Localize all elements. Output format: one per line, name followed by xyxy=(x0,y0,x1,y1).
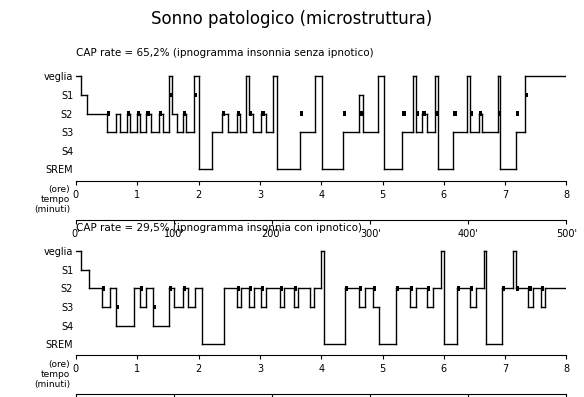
Text: (minuti): (minuti) xyxy=(34,380,70,389)
Text: (minuti): (minuti) xyxy=(34,205,70,214)
Text: Sonno patologico (microstruttura): Sonno patologico (microstruttura) xyxy=(151,10,433,28)
Bar xyxy=(410,286,413,291)
Bar xyxy=(359,111,363,116)
Bar xyxy=(373,286,377,291)
Bar xyxy=(194,93,197,97)
Bar xyxy=(106,111,110,116)
Bar xyxy=(359,286,362,291)
Bar xyxy=(152,304,155,309)
Bar xyxy=(300,111,304,116)
Bar xyxy=(249,286,252,291)
Bar xyxy=(116,304,119,309)
Bar xyxy=(345,286,347,291)
Bar xyxy=(237,286,239,291)
Text: CAP rate = 29,5% (ipnogramma insonnia con ipnotico): CAP rate = 29,5% (ipnogramma insonnia co… xyxy=(76,223,362,233)
Bar xyxy=(294,286,297,291)
Bar xyxy=(502,286,505,291)
Bar xyxy=(280,286,283,291)
Bar xyxy=(422,111,426,116)
Bar xyxy=(434,111,438,116)
Bar xyxy=(261,286,264,291)
Bar xyxy=(169,286,172,291)
Bar xyxy=(222,111,225,116)
Bar xyxy=(516,286,519,291)
Bar xyxy=(396,286,399,291)
Bar xyxy=(498,111,501,116)
Text: tempo: tempo xyxy=(41,195,70,204)
Bar xyxy=(159,111,162,116)
Bar xyxy=(261,111,265,116)
Bar xyxy=(470,111,472,116)
Bar xyxy=(427,286,430,291)
Bar xyxy=(470,286,472,291)
Bar xyxy=(183,111,186,116)
Bar xyxy=(137,111,140,116)
Bar xyxy=(541,286,544,291)
Text: tempo: tempo xyxy=(41,370,70,379)
Bar xyxy=(183,286,186,291)
Bar xyxy=(529,286,531,291)
Bar xyxy=(147,111,150,116)
Bar xyxy=(343,111,346,116)
Bar xyxy=(249,111,252,116)
Bar xyxy=(169,93,172,97)
Bar xyxy=(416,111,419,116)
Bar xyxy=(453,111,457,116)
Bar xyxy=(479,111,482,116)
Bar xyxy=(525,93,528,97)
Text: (ore): (ore) xyxy=(48,185,70,194)
Bar xyxy=(457,286,460,291)
Bar xyxy=(102,286,105,291)
Bar xyxy=(516,111,519,116)
Bar xyxy=(237,111,240,116)
Bar xyxy=(140,286,144,291)
Text: (ore): (ore) xyxy=(48,360,70,368)
Bar xyxy=(127,111,130,116)
Text: CAP rate = 65,2% (ipnogramma insonnia senza ipnotico): CAP rate = 65,2% (ipnogramma insonnia se… xyxy=(76,48,374,58)
Bar xyxy=(402,111,406,116)
